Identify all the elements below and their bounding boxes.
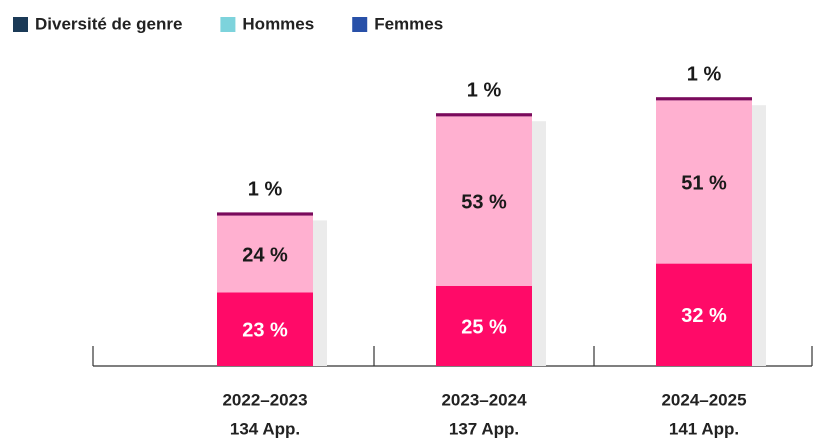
value-label: 53 % — [461, 191, 507, 213]
value-label: 1 % — [467, 79, 502, 101]
value-label: 51 % — [681, 172, 727, 194]
value-label: 23 % — [242, 319, 288, 341]
legend-swatch — [352, 17, 368, 32]
bar-segment — [217, 215, 313, 293]
legend-label: Diversité de genre — [35, 14, 182, 33]
category-label: 2022–2023 — [222, 390, 307, 409]
bar-segment — [436, 286, 532, 366]
legend-label: Femmes — [374, 14, 443, 33]
value-label: 1 % — [248, 179, 283, 201]
category-sublabel: 141 App. — [669, 419, 739, 438]
legend-swatch — [220, 17, 236, 32]
bar-segment — [656, 263, 752, 366]
value-label: 24 % — [242, 244, 288, 266]
category-sublabel: 137 App. — [449, 419, 519, 438]
value-label: 25 % — [461, 316, 507, 338]
bar-segment — [656, 97, 752, 101]
bar-segment — [436, 113, 532, 117]
category-label: 2024–2025 — [661, 390, 746, 409]
value-label: 32 % — [681, 305, 727, 327]
legend-swatch — [13, 17, 28, 32]
value-label: 1 % — [687, 63, 722, 85]
bar-segment — [656, 100, 752, 264]
category-label: 2023–2024 — [441, 390, 527, 409]
bar-segment — [436, 116, 532, 287]
bar-segment — [217, 212, 313, 216]
category-sublabel: 134 App. — [230, 419, 300, 438]
bar-segment — [217, 292, 313, 366]
legend-label: Hommes — [242, 14, 314, 33]
